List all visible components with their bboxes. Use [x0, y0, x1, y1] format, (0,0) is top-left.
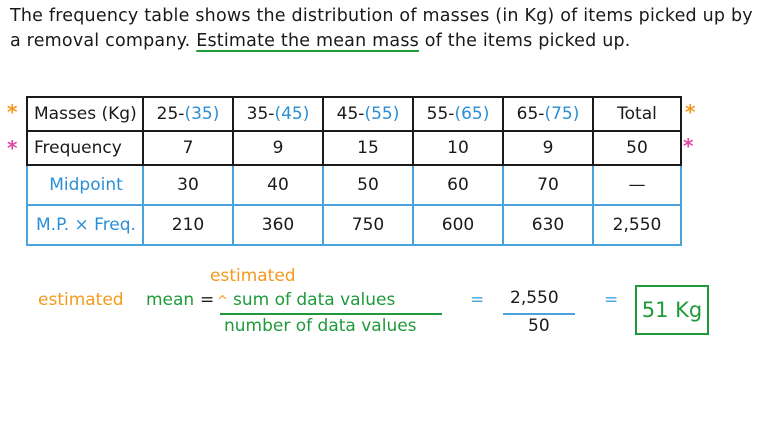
result-equals-2: = — [604, 290, 619, 310]
formula-numerator: sum of data values — [233, 290, 396, 310]
problem-statement: The frequency table shows the distributi… — [10, 4, 755, 54]
frequency-total: 50 — [592, 130, 682, 166]
frequency-cell: 9 — [502, 130, 594, 166]
frequency-cell: 9 — [232, 130, 324, 166]
frequency-cell: 10 — [412, 130, 504, 166]
pink-star-left: * — [7, 136, 18, 160]
class-cell: 35-(45) — [232, 96, 324, 132]
answer-value: 51 Kg — [641, 298, 703, 322]
problem-text: The frequency table shows the distributi… — [10, 6, 753, 51]
formula-estimated-left: estimated — [38, 290, 124, 310]
midpoint-cell: 40 — [232, 164, 324, 206]
product-cell: 600 — [412, 204, 504, 246]
midpoint-cell: 70 — [502, 164, 594, 206]
frequency-table: Masses (Kg) 25-(35) 35-(45) 45-(55) 55-(… — [26, 96, 682, 246]
product-row: M.P. × Freq. 210 360 750 600 630 2,550 — [26, 204, 682, 246]
class-cell: 65-(75) — [502, 96, 594, 132]
pink-star-right: * — [683, 134, 694, 158]
class-cell: 45-(55) — [322, 96, 414, 132]
midpoint-cell: 30 — [142, 164, 234, 206]
result-numerator: 2,550 — [510, 288, 559, 308]
orange-star-left: * — [7, 100, 18, 124]
problem-highlight: Estimate the mean mass — [196, 31, 419, 51]
product-cell: 210 — [142, 204, 234, 246]
formula-equals: = — [200, 290, 215, 310]
problem-text-end: of the items picked up. — [418, 31, 631, 51]
midpoint-cell: 50 — [322, 164, 414, 206]
product-cell: 360 — [232, 204, 324, 246]
midpoint-total: — — [592, 164, 682, 206]
formula-denominator: number of data values — [224, 316, 417, 336]
frequency-cell: 7 — [142, 130, 234, 166]
product-total: 2,550 — [592, 204, 682, 246]
formula-estimated-top: estimated — [210, 266, 296, 286]
result-denominator: 50 — [528, 316, 550, 336]
product-cell: 750 — [322, 204, 414, 246]
frequency-row: Frequency 7 9 15 10 9 50 — [26, 130, 682, 166]
class-cell: 55-(65) — [412, 96, 504, 132]
formula-caret: ^ — [217, 294, 228, 309]
frequency-cell: 15 — [322, 130, 414, 166]
product-label: M.P. × Freq. — [26, 204, 144, 246]
midpoint-row: Midpoint 30 40 50 60 70 — — [26, 164, 682, 206]
class-cell: 25-(35) — [142, 96, 234, 132]
frequency-label: Frequency — [26, 130, 144, 166]
header-row: Masses (Kg) 25-(35) 35-(45) 45-(55) 55-(… — [26, 96, 682, 132]
result-fraction-bar — [503, 313, 575, 315]
header-label: Masses (Kg) — [26, 96, 144, 132]
formula-fraction-bar — [220, 313, 442, 315]
total-header: Total — [592, 96, 682, 132]
orange-star-right: * — [685, 100, 696, 124]
midpoint-label: Midpoint — [26, 164, 144, 206]
product-cell: 630 — [502, 204, 594, 246]
result-equals-1: = — [470, 290, 485, 310]
answer-box: 51 Kg — [635, 285, 709, 335]
midpoint-cell: 60 — [412, 164, 504, 206]
formula-mean: mean — [146, 290, 195, 310]
